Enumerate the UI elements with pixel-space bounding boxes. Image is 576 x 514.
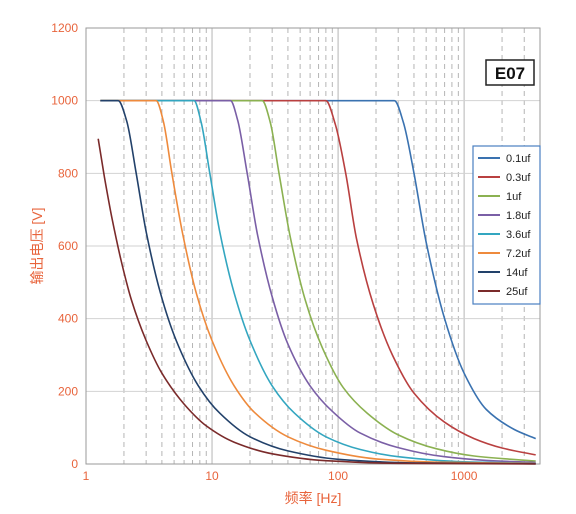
series-line-14uf: [100, 99, 536, 465]
x-tick-label: 1000: [451, 469, 478, 483]
series-lines: [97, 99, 537, 465]
legend-box: [472, 145, 541, 305]
x-axis-ticks: 1 10 100 1000: [83, 469, 478, 483]
legend-label: 0.3uf: [506, 172, 531, 184]
y-tick-label: 0: [71, 457, 78, 471]
legend-label: 7.2uf: [506, 248, 531, 260]
x-tick-label: 100: [328, 469, 348, 483]
series-line-1uf: [100, 99, 536, 462]
model-badge-box: [485, 59, 535, 86]
y-axis-title: 输出电压 [V]: [29, 207, 45, 284]
legend-label: 14uf: [506, 267, 528, 279]
x-tick-label: 10: [205, 469, 219, 483]
series-line-1-8uf: [100, 99, 536, 464]
x-axis-title: 频率 [Hz]: [285, 490, 342, 506]
legend-label: 25uf: [506, 286, 528, 298]
model-badge: E07: [485, 59, 535, 86]
x-tick-label: 1: [83, 469, 90, 483]
legend: 0.1uf 0.3uf 1uf 1.8uf 3.6uf 7.2uf 14uf 25uf: [472, 145, 541, 305]
model-badge-label: E07: [495, 64, 525, 83]
series-line-0-3uf: [100, 99, 536, 456]
y-tick-label: 800: [58, 166, 78, 180]
series-line-25uf: [97, 138, 536, 465]
y-tick-label: 200: [58, 384, 78, 398]
y-axis-ticks: 0 200 400 600 800 1000 1200: [51, 21, 78, 471]
y-tick-label: 600: [58, 239, 78, 253]
legend-label: 0.1uf: [506, 153, 531, 165]
y-tick-label: 400: [58, 312, 78, 326]
y-tick-label: 1200: [51, 21, 78, 35]
legend-label: 3.6uf: [506, 229, 531, 241]
y-tick-label: 1000: [51, 94, 78, 108]
series-line-7-2uf: [100, 99, 536, 465]
legend-label: 1uf: [506, 191, 522, 203]
series-line-3-6uf: [100, 99, 536, 465]
legend-label: 1.8uf: [506, 210, 531, 222]
